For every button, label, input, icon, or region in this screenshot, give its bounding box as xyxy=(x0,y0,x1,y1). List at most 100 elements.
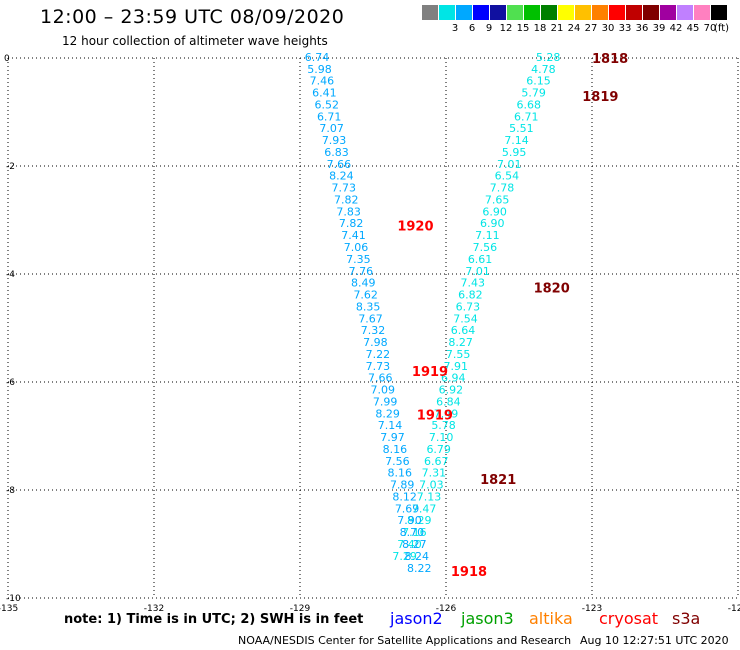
chart-title: 12:00 – 23:59 UTC 08/09/2020 xyxy=(40,6,345,28)
wave-height-value: 7.82 xyxy=(339,217,364,230)
y-tick-label: -4 xyxy=(6,270,15,280)
wave-height-value: 5.78 xyxy=(431,419,456,432)
wave-height-value: 7.62 xyxy=(353,289,378,302)
legend-label: 24 xyxy=(567,23,581,34)
legend-swatch xyxy=(422,5,438,20)
wave-height-value: 6.64 xyxy=(451,324,476,337)
wave-height-value: 7.14 xyxy=(504,134,529,147)
wave-height-value: 8.29 xyxy=(375,407,400,420)
wave-height-value: 7.09 xyxy=(370,384,395,397)
legend-label: 30 xyxy=(601,23,615,34)
x-tick-label: -135 xyxy=(0,604,18,614)
wave-height-value: 7.83 xyxy=(336,205,361,218)
wave-height-value: 7.46 xyxy=(310,75,335,88)
wave-height-value: 8.49 xyxy=(351,277,376,290)
wave-height-value: 5.79 xyxy=(521,87,546,100)
wave-height-value: 5.51 xyxy=(509,122,534,135)
x-tick-label: -123 xyxy=(582,604,602,614)
wave-height-value: 5.28 xyxy=(536,51,561,64)
wave-height-value: 7.93 xyxy=(322,134,347,147)
satellite-s3a: s3a xyxy=(672,609,701,628)
wave-height-value: 8.70 xyxy=(400,526,425,539)
wave-height-value: 7.13 xyxy=(417,490,442,503)
legend-swatch xyxy=(609,5,625,20)
legend-swatch xyxy=(473,5,489,20)
wave-height-value: 7.82 xyxy=(334,193,359,206)
wave-height-value: 7.69 xyxy=(395,502,420,515)
wave-height-value: 8.16 xyxy=(388,467,413,480)
wave-height-value: 8.24 xyxy=(405,550,430,563)
wave-height-value: 6.83 xyxy=(324,146,349,159)
wave-height-value: 8.29 xyxy=(407,514,432,527)
wave-height-value: 6.61 xyxy=(468,253,493,266)
legend-label: 3 xyxy=(451,23,459,34)
wave-height-value: 6.41 xyxy=(312,87,337,100)
timestamp-text: Aug 10 12:27:51 UTC 2020 xyxy=(580,634,729,647)
y-tick-label: -8 xyxy=(6,486,15,496)
time-label: 1919 xyxy=(412,365,448,380)
legend-swatch xyxy=(541,5,557,20)
note-text: note: 1) Time is in UTC; 2) SWH is in fe… xyxy=(64,612,364,627)
x-tick-label: -120 xyxy=(728,604,740,614)
wave-height-value: 7.56 xyxy=(473,241,498,254)
legend-label: 42 xyxy=(669,23,683,34)
y-tick-label: -2 xyxy=(6,162,15,172)
wave-height-value: 7.67 xyxy=(358,312,383,325)
wave-height-value: 7.06 xyxy=(344,241,369,254)
time-label: 1919 xyxy=(417,408,453,423)
wave-height-value: 7.32 xyxy=(361,324,386,337)
legend-unit: (ft) xyxy=(714,23,730,34)
satellite-jason2: jason2 xyxy=(390,609,443,628)
legend-label: 27 xyxy=(584,23,598,34)
wave-height-value: 7.11 xyxy=(475,229,500,242)
wave-height-value: 7.91 xyxy=(443,360,468,373)
wave-height-value: 7.14 xyxy=(378,419,403,432)
legend-label: 12 xyxy=(499,23,513,34)
wave-height-value: 6.71 xyxy=(514,110,539,123)
wave-height-value: 8.27 xyxy=(448,336,473,349)
wave-height-value: 7.89 xyxy=(390,479,415,492)
time-label: 1821 xyxy=(480,473,516,488)
wave-height-value: 7.01 xyxy=(497,158,522,171)
wave-height-value: 6.94 xyxy=(441,372,466,385)
wave-height-value: 4.78 xyxy=(531,63,556,76)
y-tick-label: -6 xyxy=(6,378,15,388)
wave-height-value: 7.76 xyxy=(349,265,374,278)
legend-label: 6 xyxy=(468,23,476,34)
x-tick-label: -126 xyxy=(436,604,457,614)
legend-swatch xyxy=(439,5,455,20)
y-tick-label: 0 xyxy=(4,54,10,64)
wave-height-value: 8.16 xyxy=(383,443,408,456)
wave-height-value: 6.90 xyxy=(482,205,507,218)
time-label: 1820 xyxy=(534,282,570,297)
legend-swatch xyxy=(575,5,591,20)
time-label: 1819 xyxy=(582,90,618,105)
wave-height-value: 7.54 xyxy=(453,312,478,325)
wave-height-value: 6.84 xyxy=(436,395,461,408)
wave-height-value: 7.98 xyxy=(363,336,388,349)
legend-swatch xyxy=(558,5,574,20)
wave-height-value: 8.22 xyxy=(407,562,432,575)
legend-label: 70 xyxy=(703,23,717,34)
satellite-jason3: jason3 xyxy=(461,609,514,628)
legend-swatch xyxy=(711,5,727,20)
legend-label: 21 xyxy=(550,23,564,34)
legend-label: 39 xyxy=(652,23,666,34)
wave-height-value: 8.27 xyxy=(402,538,427,551)
legend-label: 33 xyxy=(618,23,632,34)
wave-height-value: 7.40 xyxy=(397,538,422,551)
wave-height-value: 6.71 xyxy=(317,110,342,123)
wave-height-value: 7.97 xyxy=(380,431,405,444)
satellite-cryosat: cryosat xyxy=(599,609,659,628)
wave-height-value: 6.74 xyxy=(305,51,330,64)
x-tick-label: -129 xyxy=(290,604,311,614)
wave-height-value: 7.90 xyxy=(397,514,422,527)
x-tick-label: -132 xyxy=(144,604,164,614)
wave-height-value: 7.66 xyxy=(368,372,393,385)
legend-swatch xyxy=(694,5,710,20)
wave-height-value: 8.12 xyxy=(392,490,417,503)
legend-swatch xyxy=(592,5,608,20)
wave-height-value: 6.67 xyxy=(424,455,449,468)
wave-height-value: 7.16 xyxy=(402,526,427,539)
time-label: 1818 xyxy=(592,52,628,67)
